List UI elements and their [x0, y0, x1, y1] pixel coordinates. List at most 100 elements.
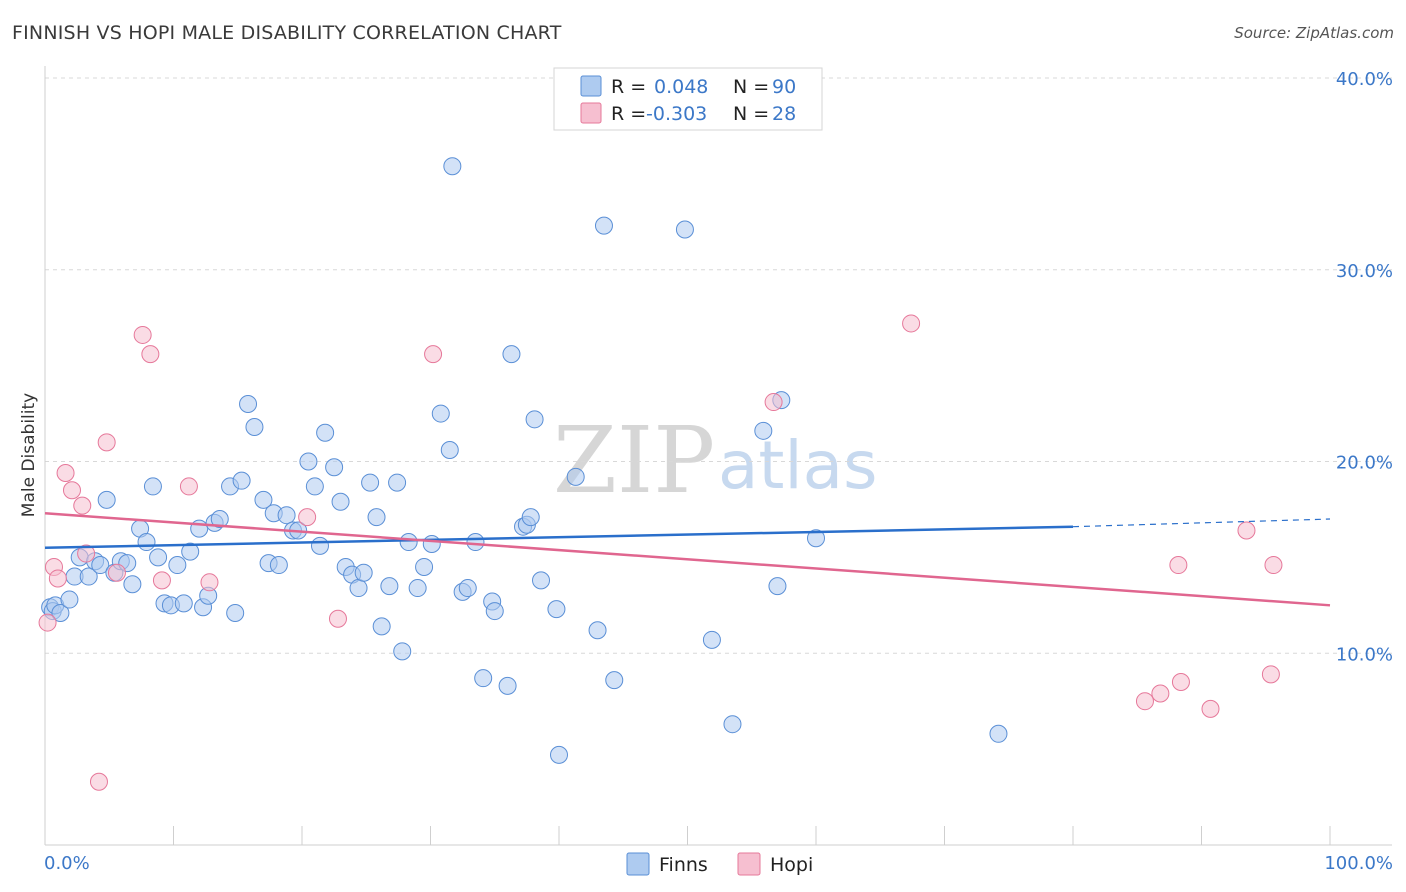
legend-top: R = 0.048 N = 90 R = -0.303 N = 28 — [553, 67, 823, 131]
hopi-point-0 — [38, 613, 57, 632]
finns-point-90 — [989, 724, 1008, 743]
legend-finns-r-value: 0.048 — [654, 76, 708, 98]
hopi-point-16 — [328, 609, 347, 628]
hopi-point-4 — [62, 481, 81, 500]
finns-point-43 — [310, 536, 329, 555]
hopi-point-6 — [77, 544, 96, 563]
hopi-point-5 — [73, 496, 92, 515]
finns-point-37 — [269, 556, 288, 575]
finns-point-9 — [91, 556, 110, 575]
hopi-point-24 — [1201, 699, 1220, 718]
finns-point-79 — [566, 467, 585, 486]
finns-point-80 — [588, 621, 607, 640]
hopi-point-2 — [48, 569, 67, 588]
source-label: Source: ZipAtlas.com — [1234, 24, 1394, 42]
x-tick-label-100: 100.0% — [1324, 853, 1393, 874]
hopi-point-23 — [1171, 673, 1190, 692]
finns-point-52 — [367, 508, 386, 527]
finns-point-10 — [97, 490, 116, 509]
hopi-point-3 — [56, 464, 75, 483]
finns-point-45 — [325, 458, 344, 477]
finns-point-89 — [807, 529, 825, 548]
y-tick-labels: 10.0% 20.0% 30.0% 40.0% — [1336, 69, 1393, 665]
finns-point-74 — [521, 508, 540, 527]
finns-point-44 — [316, 423, 335, 442]
finns-point-56 — [393, 642, 412, 661]
legend-hopi-n-value: 28 — [772, 103, 796, 125]
finns-trend-extension — [1072, 518, 1331, 528]
finns-point-84 — [702, 630, 721, 649]
hopi-points — [38, 314, 1283, 791]
finns-point-38 — [277, 506, 296, 525]
chart-title: FINNISH VS HOPI MALE DISABILITY CORRELAT… — [12, 22, 562, 44]
finns-point-85 — [723, 715, 742, 734]
finns-point-87 — [768, 577, 787, 596]
finns-point-42 — [305, 477, 324, 496]
finns-point-62 — [440, 440, 459, 459]
finns-point-4 — [60, 590, 79, 609]
finns-point-77 — [547, 600, 566, 619]
finns-point-67 — [474, 669, 493, 688]
legend-finns-r-label: R = — [611, 76, 646, 98]
hopi-point-20 — [1135, 692, 1154, 711]
y-tick-label-20: 20.0% — [1336, 453, 1393, 474]
legend-hopi-r-value: -0.303 — [646, 103, 707, 125]
finns-point-50 — [354, 563, 373, 582]
finns-point-49 — [349, 579, 368, 598]
grid-lines — [45, 77, 1392, 654]
finns-point-18 — [149, 548, 168, 567]
hopi-point-25 — [1237, 521, 1256, 540]
finns-point-82 — [605, 671, 624, 690]
finns-point-54 — [380, 577, 399, 596]
legend-finns-n-label: N = — [733, 76, 769, 98]
y-tick-label-30: 30.0% — [1336, 261, 1393, 282]
finns-point-61 — [431, 404, 450, 423]
finns-point-32 — [239, 394, 258, 413]
finns-point-30 — [226, 603, 245, 622]
finns-point-60 — [422, 534, 441, 553]
finns-point-46 — [331, 492, 350, 511]
finns-point-65 — [458, 579, 477, 598]
finns-point-53 — [372, 617, 391, 636]
finns-point-21 — [168, 556, 187, 575]
legend-bottom-hopi-label: Hopi — [770, 854, 813, 876]
hopi-point-12 — [152, 571, 171, 590]
finns-point-86 — [754, 421, 773, 440]
finns-point-83 — [675, 220, 694, 239]
finns-point-34 — [254, 490, 273, 509]
hopi-point-14 — [200, 573, 219, 592]
finns-point-51 — [361, 473, 380, 492]
legend-finns-swatch — [580, 75, 602, 97]
finns-point-17 — [143, 477, 162, 496]
hopi-point-13 — [179, 477, 198, 496]
legend-bottom-finns-swatch — [626, 852, 650, 876]
hopi-trend-line — [44, 512, 1331, 607]
watermark-zip: ZIP — [553, 407, 715, 514]
finns-point-3 — [51, 603, 70, 622]
finns-point-81 — [594, 216, 613, 235]
x-tick-label-0: 0.0% — [44, 853, 90, 874]
finns-point-41 — [299, 452, 318, 471]
finns-point-16 — [137, 533, 156, 552]
finns-point-31 — [232, 471, 251, 490]
finns-point-23 — [181, 542, 200, 561]
legend-hopi-n-label: N = — [733, 103, 769, 125]
hopi-point-18 — [764, 393, 783, 412]
x-tick-labels: 0.0% 100.0% — [44, 853, 1393, 874]
finns-point-22 — [174, 594, 193, 613]
finns-point-71 — [502, 345, 521, 364]
finns-point-66 — [466, 533, 485, 552]
trend-lines — [44, 512, 1331, 607]
finns-point-78 — [550, 745, 568, 764]
hopi-point-9 — [107, 563, 126, 582]
legend-bottom-hopi-swatch — [737, 852, 761, 876]
legend-bottom-finns-label: Finns — [659, 854, 708, 876]
y-tick-label-40: 40.0% — [1336, 69, 1393, 90]
legend-hopi-swatch — [580, 102, 602, 124]
finns-point-63 — [443, 157, 462, 176]
finns-point-7 — [79, 567, 98, 586]
hopi-point-11 — [141, 345, 160, 364]
legend-hopi-r-label: R = — [611, 103, 646, 125]
finns-point-59 — [415, 557, 434, 576]
